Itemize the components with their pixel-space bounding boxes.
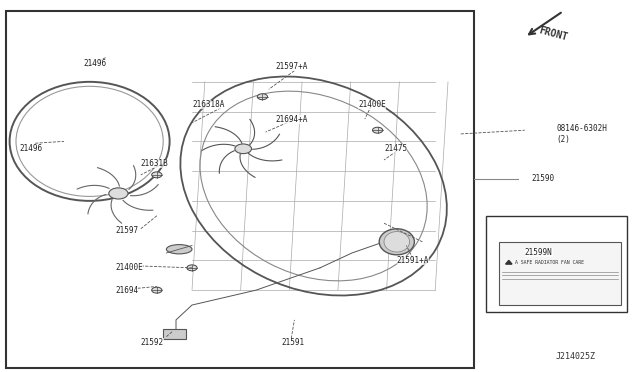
Text: 21631B: 21631B bbox=[141, 159, 168, 168]
Bar bbox=[499, 242, 621, 305]
Circle shape bbox=[187, 265, 197, 271]
Ellipse shape bbox=[379, 229, 415, 255]
Text: 21400E: 21400E bbox=[115, 263, 143, 272]
Text: 21599N: 21599N bbox=[525, 248, 552, 257]
Text: 21694: 21694 bbox=[115, 286, 138, 295]
Text: FRONT: FRONT bbox=[538, 26, 568, 43]
Text: 21496: 21496 bbox=[83, 59, 106, 68]
Text: 21591+A: 21591+A bbox=[397, 256, 429, 265]
Text: 21597+A: 21597+A bbox=[275, 62, 308, 71]
Circle shape bbox=[152, 287, 162, 293]
Ellipse shape bbox=[166, 245, 192, 254]
Bar bbox=[486, 216, 627, 312]
Text: 216318A: 216318A bbox=[192, 100, 225, 109]
Text: 08146-6302H
(2): 08146-6302H (2) bbox=[557, 124, 607, 144]
Ellipse shape bbox=[384, 231, 410, 252]
Text: 21496: 21496 bbox=[19, 144, 42, 153]
Polygon shape bbox=[506, 260, 512, 264]
Text: 21597: 21597 bbox=[115, 226, 138, 235]
Bar bbox=[163, 329, 186, 339]
Text: 21591: 21591 bbox=[282, 338, 305, 347]
Circle shape bbox=[257, 94, 268, 100]
Circle shape bbox=[372, 127, 383, 133]
Text: 21475: 21475 bbox=[384, 144, 407, 153]
Circle shape bbox=[152, 172, 162, 178]
Circle shape bbox=[235, 144, 252, 154]
Text: 21592: 21592 bbox=[141, 338, 164, 347]
Text: A SAFE RADIATOR FAN CARE: A SAFE RADIATOR FAN CARE bbox=[515, 260, 584, 265]
Bar bbox=[6, 11, 474, 368]
Text: 21694+A: 21694+A bbox=[275, 115, 308, 124]
Text: J214025Z: J214025Z bbox=[556, 352, 595, 361]
Circle shape bbox=[109, 188, 128, 199]
Text: 21400E: 21400E bbox=[358, 100, 386, 109]
Text: 21590: 21590 bbox=[531, 174, 554, 183]
